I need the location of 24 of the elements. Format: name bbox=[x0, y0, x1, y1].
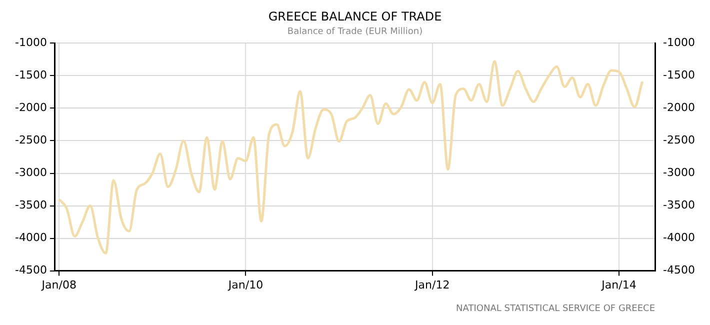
x-tick-label: Jan/14 bbox=[600, 278, 636, 292]
y-tick-label: -2500 bbox=[14, 134, 47, 147]
y-tick-label: -4500 bbox=[14, 264, 47, 277]
y2-tick-label: -4000 bbox=[663, 231, 696, 244]
x-tick-label: Jan/12 bbox=[414, 278, 450, 292]
line-series bbox=[58, 60, 644, 254]
chart-title: GREECE BALANCE OF TRADE bbox=[268, 9, 442, 24]
chart-subtitle: Balance of Trade (EUR Million) bbox=[287, 27, 423, 38]
y2-tick-label: -3000 bbox=[663, 166, 696, 180]
y-tick-label: -2000 bbox=[14, 101, 47, 114]
text: NATIONAL STATISTICAL SERVICE OF GREECE bbox=[456, 304, 656, 314]
y-tick-label: -3500 bbox=[14, 198, 47, 212]
x-tick-label: Jan/08 bbox=[40, 278, 76, 292]
y2-tick-label: -2500 bbox=[663, 134, 696, 147]
y2-tick-label: -3500 bbox=[663, 198, 696, 212]
y2-tick-label: -1500 bbox=[663, 68, 696, 82]
y-tick-label: -1000 bbox=[14, 36, 47, 50]
y2-tick-label: -4500 bbox=[663, 264, 696, 277]
y2-tick-label: -1000 bbox=[663, 36, 696, 50]
y-tick-label: -4000 bbox=[14, 231, 47, 244]
y-tick-label: -3000 bbox=[14, 166, 47, 180]
y2-tick-label: -2000 bbox=[663, 101, 696, 114]
y-tick-label: -1500 bbox=[14, 68, 47, 82]
x-tick-label: Jan/10 bbox=[227, 278, 264, 292]
